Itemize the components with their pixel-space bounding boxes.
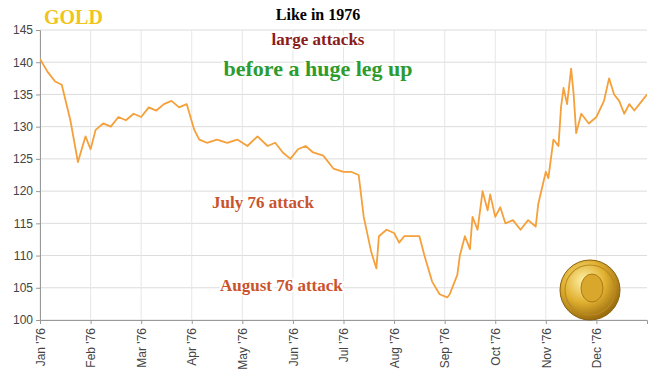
y-tick: 130 bbox=[13, 120, 40, 134]
title: GOLD bbox=[44, 6, 103, 28]
x-tick: Dec '76 bbox=[590, 320, 604, 368]
x-tick-label: Jan '76 bbox=[34, 328, 48, 367]
annotation: large attacks bbox=[271, 30, 364, 49]
x-axis-line bbox=[41, 321, 648, 325]
x-tick-mark bbox=[495, 320, 496, 324]
x-tick: Sep '76 bbox=[438, 320, 452, 368]
x-tick: Oct '76 bbox=[489, 320, 503, 366]
y-tick-mark bbox=[36, 30, 40, 31]
series-group bbox=[40, 59, 647, 297]
y-tick: 145 bbox=[13, 23, 40, 37]
y-tick: 120 bbox=[13, 184, 40, 198]
y-tick-mark bbox=[36, 62, 40, 63]
x-tick-mark bbox=[141, 320, 142, 324]
y-tick-mark bbox=[36, 191, 40, 192]
y-tick: 135 bbox=[13, 88, 40, 102]
y-tick-label: 135 bbox=[13, 88, 33, 102]
grid-line-x bbox=[444, 30, 445, 320]
x-tick-mark bbox=[394, 320, 395, 324]
x-tick-mark bbox=[546, 320, 547, 324]
y-tick-label: 110 bbox=[14, 249, 33, 263]
y-tick-mark bbox=[36, 320, 40, 321]
x-tick-label: Jul '76 bbox=[337, 328, 351, 363]
x-tick-mark bbox=[344, 320, 345, 324]
annotation: July 76 attack bbox=[212, 193, 315, 212]
y-tick-mark bbox=[36, 94, 40, 95]
y-tick-label: 130 bbox=[13, 120, 33, 134]
x-tick-label: Jun '76 bbox=[287, 328, 301, 367]
x-tick: May '76 bbox=[236, 320, 250, 370]
y-tick-label: 100 bbox=[13, 313, 33, 327]
x-tick-mark bbox=[91, 320, 92, 324]
x-tick: Nov '76 bbox=[540, 320, 554, 368]
coin-head bbox=[581, 274, 603, 302]
x-tick-mark bbox=[445, 320, 446, 324]
y-tick-label: 115 bbox=[14, 217, 33, 231]
annotation: before a huge leg up bbox=[223, 56, 412, 81]
x-tick: Mar '76 bbox=[135, 320, 149, 368]
grid-line-x bbox=[191, 30, 192, 320]
x-tick: Feb '76 bbox=[84, 320, 98, 368]
y-tick-mark bbox=[36, 223, 40, 224]
y-tick-mark bbox=[36, 127, 40, 128]
x-tick: Apr '76 bbox=[185, 320, 199, 366]
coin-body bbox=[560, 260, 620, 320]
y-tick-label: 125 bbox=[13, 152, 33, 166]
x-tick-label: Mar '76 bbox=[135, 328, 149, 368]
y-axis: 100 105 110 115 120 125 130 135 140 145 bbox=[13, 23, 41, 327]
x-tick-label: Feb '76 bbox=[84, 328, 98, 368]
x-tick-label: Apr '76 bbox=[185, 328, 199, 366]
y-tick: 125 bbox=[13, 152, 40, 166]
y-tick-mark bbox=[36, 159, 40, 160]
x-tick-mark bbox=[293, 320, 294, 324]
annotation: August 76 attack bbox=[220, 276, 343, 295]
chart-svg: 100 105 110 115 120 125 130 135 140 145 Jan '76 Feb… bbox=[0, 0, 650, 384]
y-tick: 100 bbox=[13, 313, 40, 327]
x-tick-label: Sep '76 bbox=[438, 328, 452, 369]
y-tick-label: 120 bbox=[13, 184, 33, 198]
coin-rim bbox=[565, 265, 615, 315]
x-tick-mark bbox=[40, 320, 41, 324]
x-tick: Jun '76 bbox=[287, 320, 301, 366]
y-tick-label: 105 bbox=[13, 281, 33, 295]
x-tick-mark bbox=[192, 320, 193, 324]
price-line bbox=[40, 59, 647, 297]
x-tick-label: Aug '76 bbox=[388, 328, 402, 369]
grid-line-x bbox=[141, 30, 142, 320]
x-tick-label: Nov '76 bbox=[540, 328, 554, 369]
y-tick-label: 140 bbox=[13, 56, 33, 70]
y-tick-mark bbox=[36, 256, 40, 257]
x-axis: Jan '76 Feb '76 Mar '76 Apr '76 May '76 Jun '… bbox=[34, 320, 648, 370]
y-tick: 105 bbox=[13, 281, 40, 295]
y-tick-mark bbox=[36, 288, 40, 289]
x-tick-mark bbox=[242, 320, 243, 324]
y-tick: 140 bbox=[13, 56, 40, 70]
x-tick-mark bbox=[596, 320, 597, 324]
y-axis-line bbox=[36, 31, 41, 321]
plot-area: 100 105 110 115 120 125 130 135 140 145 Jan '76 Feb… bbox=[13, 23, 648, 369]
x-tick: Aug '76 bbox=[388, 320, 402, 368]
chart-container: 100 105 110 115 120 125 130 135 140 145 Jan '76 Feb… bbox=[0, 0, 650, 384]
coin-icon bbox=[560, 260, 620, 320]
y-tick: 115 bbox=[14, 217, 40, 231]
x-tick-label: Oct '76 bbox=[489, 328, 503, 366]
grid-line-x bbox=[495, 30, 496, 320]
x-tick: Jan '76 bbox=[34, 320, 48, 366]
y-tick: 110 bbox=[14, 249, 40, 263]
grid-line-x bbox=[90, 30, 91, 320]
y-tick-label: 145 bbox=[13, 23, 33, 37]
x-tick-label: Dec '76 bbox=[590, 328, 604, 369]
x-tick-label: May '76 bbox=[236, 328, 250, 370]
subtitle: Like in 1976 bbox=[276, 6, 360, 23]
grid bbox=[40, 30, 647, 320]
x-tick: Jul '76 bbox=[337, 320, 351, 362]
